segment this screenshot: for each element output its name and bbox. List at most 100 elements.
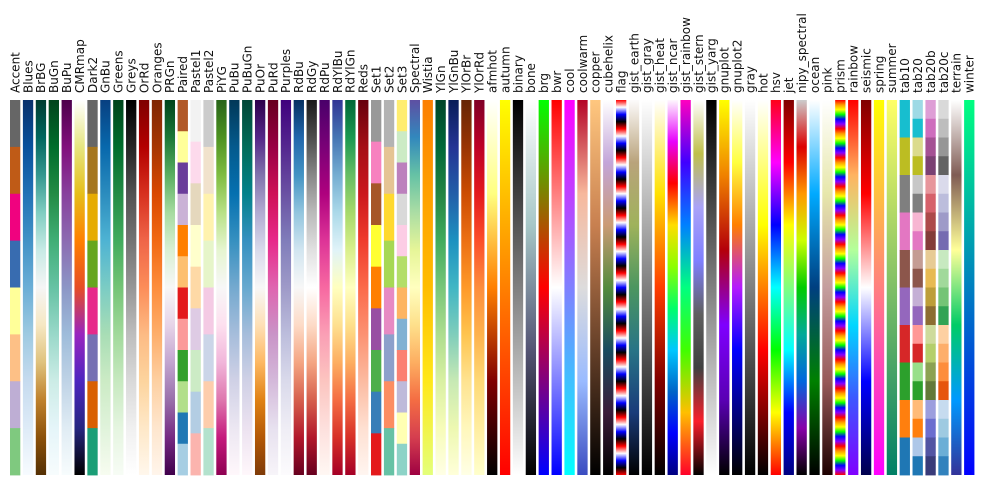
- colormap-strip-hot: [757, 100, 769, 475]
- colormap-segment: [938, 437, 949, 457]
- colormap-strip-ylgn: [435, 100, 446, 475]
- colormap-strip-piyg: [216, 100, 227, 475]
- colormap-segment: [925, 362, 936, 382]
- colormap-segment: [938, 250, 949, 270]
- colormap-segment: [371, 141, 382, 184]
- colormap-segment: [925, 418, 936, 438]
- colormap-segment: [925, 175, 936, 195]
- colormap-gradient: [474, 100, 485, 475]
- colormap-segment: [912, 287, 923, 307]
- colormap-label-greys: Greys: [125, 58, 139, 93]
- colormap-segment: [177, 131, 188, 163]
- colormap-segment: [10, 240, 21, 288]
- colormap-segment: [383, 193, 395, 242]
- colormap-label-gist-ncar: gist_ncar: [666, 39, 680, 93]
- colormap-strip-greys: [126, 100, 137, 475]
- colormap-label-summer: summer: [885, 43, 899, 93]
- colormap-label-binary: binary: [511, 55, 525, 93]
- colormap-strip-tab20: [912, 100, 923, 476]
- colormap-segment: [177, 287, 188, 320]
- colormap-segment: [912, 175, 923, 195]
- colormap-label-puor: PuOr: [253, 64, 267, 93]
- colormap-segment: [383, 287, 395, 335]
- colormap-gradient: [615, 100, 627, 475]
- colormap-segment: [190, 433, 201, 476]
- colormap-strip-pubu: [229, 100, 240, 475]
- colormap-label-brg: brg: [537, 73, 551, 93]
- colormap-gradient: [435, 100, 446, 475]
- colormap-gradient: [654, 100, 665, 475]
- colormap-label-tab20: tab20: [911, 58, 925, 93]
- colormap-segment: [938, 381, 949, 401]
- colormap-gradient: [564, 100, 575, 475]
- colormap-label-nipy-spectral: nipy_spectral: [795, 13, 809, 93]
- colormap-label-pubugn: PuBuGn: [241, 46, 255, 93]
- colormap-strip-terrain: [951, 100, 962, 475]
- colormap-segment: [190, 308, 201, 351]
- colormap-segment: [899, 362, 910, 401]
- colormap-strip-pastel2: [203, 100, 214, 476]
- colormap-label-prgn: PRGn: [163, 61, 177, 93]
- colormap-segment: [912, 193, 923, 213]
- colormap-label-purples: Purples: [279, 49, 293, 93]
- colormap-label-bupu: BuPu: [60, 63, 74, 93]
- colormap-segment: [925, 306, 936, 326]
- colormap-strip-gist-ncar: [667, 100, 678, 475]
- colormap-strip-hsv: [770, 100, 782, 475]
- colormap-strip-ocean: [809, 100, 820, 475]
- colormap-gradient: [126, 100, 137, 475]
- colormap-strip-tab20b: [925, 100, 936, 476]
- colormap-segment: [899, 250, 910, 288]
- colormap-label-rdylgn: RdYlGn: [344, 49, 358, 93]
- colormap-segment: [190, 141, 201, 184]
- colormap-label-gist-stern: gist_stern: [692, 34, 706, 93]
- colormap-label-ylorbr: YlOrBr: [460, 55, 474, 94]
- colormap-label-flag: flag: [614, 70, 628, 93]
- colormap-strip-brbg: [35, 100, 47, 475]
- colormap-segment: [203, 240, 214, 288]
- colormap-segment: [203, 381, 214, 429]
- colormap-segment: [912, 437, 923, 457]
- colormap-strip-tab10: [899, 100, 910, 476]
- colormap-gradient: [35, 100, 47, 475]
- colormap-label-set2: Set2: [382, 66, 396, 93]
- colormap-strip-ylorbr: [461, 100, 472, 475]
- colormap-segment: [10, 428, 21, 476]
- colormap-segment: [177, 412, 188, 445]
- colormap-strip-afmhot: [487, 100, 498, 475]
- colormap-gradient: [757, 100, 769, 475]
- colormap-gradient: [719, 100, 730, 475]
- colormap-strip-autumn: [499, 100, 511, 475]
- colormap-label-blues: Blues: [21, 60, 35, 93]
- colormap-strip-binary: [512, 100, 524, 475]
- colormap-strip-rdbu: [293, 100, 304, 475]
- colormap-segment: [177, 193, 188, 226]
- colormap-strip-nipy-spectral: [796, 100, 807, 475]
- colormap-gradient: [487, 100, 498, 475]
- colormap-label-hot: hot: [756, 73, 770, 93]
- colormap-segment: [938, 156, 949, 176]
- colormap-strip-cool: [564, 100, 575, 475]
- colormap-segment: [925, 343, 936, 363]
- colormap-strip-cmrmap: [74, 100, 85, 475]
- colormap-segment: [177, 225, 188, 257]
- colormap-segment: [925, 118, 936, 138]
- colormap-label-winter: winter: [963, 55, 977, 93]
- colormap-strip-gnuplot2: [732, 100, 743, 475]
- colormap-gradient: [358, 100, 369, 475]
- colormap-segment: [396, 131, 408, 163]
- colormap-label-oranges: Oranges: [150, 42, 164, 93]
- colormap-segment: [371, 100, 382, 143]
- colormap-segment: [925, 156, 936, 176]
- colormap-strip-set1: [371, 100, 382, 476]
- colormap-segment: [177, 100, 188, 132]
- colormap-segment: [899, 175, 910, 213]
- colormap-label-set3: Set3: [395, 66, 409, 93]
- colormap-segment: [912, 212, 923, 232]
- colormap-label-copper: copper: [589, 51, 603, 93]
- colormap-strip-oranges: [151, 100, 163, 475]
- colormap-segment: [925, 268, 936, 288]
- colormap-segment: [912, 456, 923, 476]
- colormap-label-tab20b: tab20b: [924, 50, 938, 93]
- colormap-label-tab20c: tab20c: [937, 51, 951, 93]
